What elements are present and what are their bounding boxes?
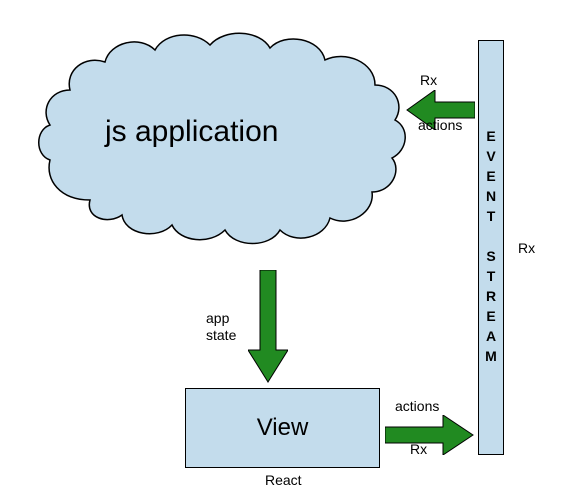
- cloud-label: js application: [105, 115, 278, 149]
- arrow-actions-out: [385, 415, 475, 455]
- stream-caption: Rx: [518, 240, 535, 257]
- arrow-actions-out-bot: Rx: [410, 441, 427, 458]
- view-caption: React: [265, 472, 302, 489]
- arrow-actions-in-top: Rx: [420, 72, 437, 89]
- view-label: View: [257, 414, 309, 442]
- arrow-state: [248, 270, 288, 385]
- stream-label: EVENT STREAM: [483, 128, 499, 368]
- arrow-actions-out-top: actions: [395, 398, 439, 415]
- arrow-state-label: app state: [206, 310, 236, 344]
- arrow-actions-in-bot: actions: [418, 117, 462, 134]
- stream-label-text: EVENT STREAM: [483, 128, 499, 368]
- stream-node: EVENT STREAM: [478, 40, 504, 455]
- view-node: View: [185, 388, 380, 468]
